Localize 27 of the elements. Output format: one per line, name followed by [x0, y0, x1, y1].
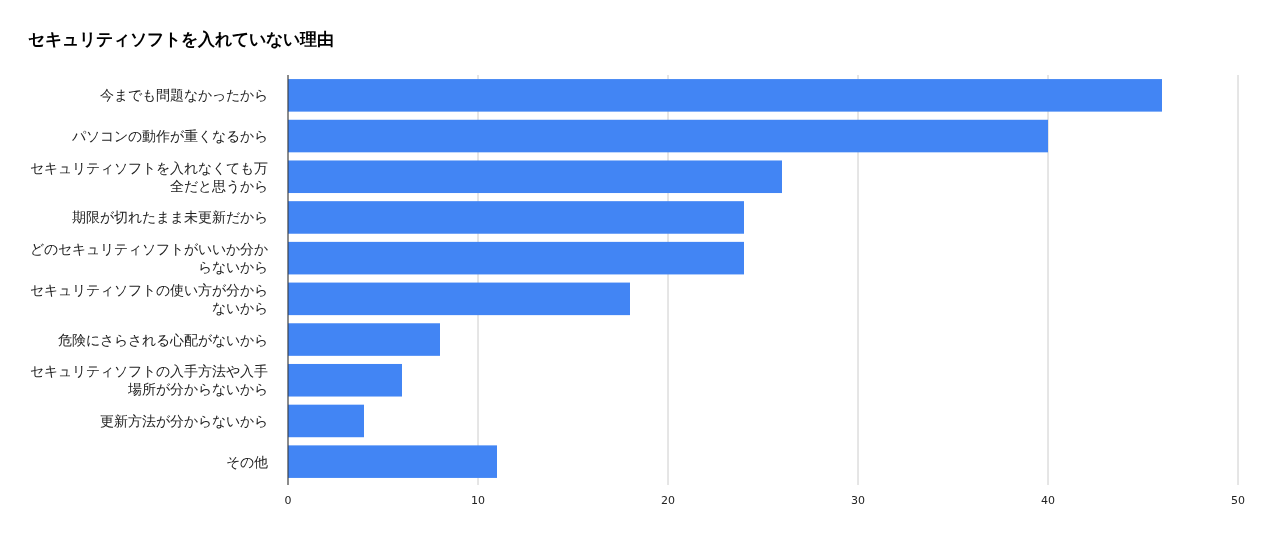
y-tick-label: 今までも問題なかったから: [99, 86, 268, 105]
y-tick-label: どのセキュリティソフトがいいか分からないから: [29, 240, 268, 277]
y-tick-label: セキュリティソフトの使い方が分からないから: [29, 280, 268, 317]
bar: [288, 363, 402, 397]
x-tick-label: 10: [471, 494, 485, 507]
bar: [288, 79, 1162, 112]
bar: [288, 445, 497, 478]
y-tick-label: パソコンの動作が重くなるから: [71, 127, 268, 146]
bar: [288, 323, 440, 356]
x-tick-label: 20: [661, 494, 675, 507]
x-tick-label: 40: [1041, 494, 1055, 507]
bar: [288, 119, 1048, 153]
x-tick-label: 0: [284, 494, 292, 507]
x-tick-label: 30: [851, 494, 865, 507]
y-tick-label: 危険にさらされる心配がないから: [57, 330, 268, 349]
bar: [288, 241, 744, 275]
bar: [288, 201, 744, 234]
y-tick-label: セキュリティソフトの入手方法や入手場所が分からないから: [29, 362, 268, 399]
y-tick-label: その他: [225, 452, 268, 471]
y-tick-label: 更新方法が分からないから: [99, 411, 268, 430]
bar: [288, 160, 782, 194]
x-tick-label: 50: [1231, 494, 1245, 507]
bar: [288, 282, 630, 316]
y-tick-label: セキュリティソフトを入れなくても万全だと思うから: [29, 158, 268, 195]
chart-title: セキュリティソフトを入れていない理由: [28, 28, 334, 51]
bar: [288, 404, 364, 438]
y-tick-label: 期限が切れたまま未更新だから: [71, 208, 268, 227]
